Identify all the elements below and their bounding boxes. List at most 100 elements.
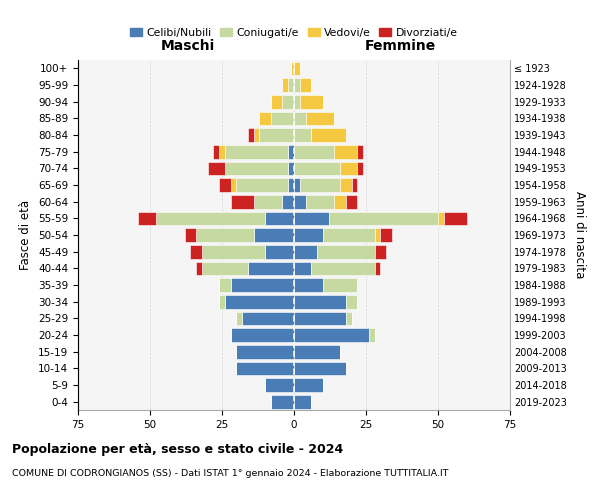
- Bar: [300, 95, 323, 108]
- Bar: [248, 128, 254, 142]
- Bar: [340, 162, 358, 175]
- Y-axis label: Anni di nascita: Anni di nascita: [574, 192, 586, 278]
- Bar: [242, 312, 294, 325]
- Bar: [283, 78, 288, 92]
- Bar: [294, 278, 323, 292]
- Bar: [294, 345, 340, 358]
- Bar: [265, 378, 294, 392]
- Bar: [185, 228, 196, 242]
- Bar: [294, 328, 369, 342]
- Bar: [294, 395, 311, 408]
- Bar: [294, 128, 311, 142]
- Bar: [219, 145, 225, 158]
- Bar: [230, 178, 236, 192]
- Bar: [444, 212, 467, 225]
- Bar: [265, 245, 294, 258]
- Bar: [294, 112, 305, 125]
- Bar: [300, 178, 340, 192]
- Bar: [225, 145, 288, 158]
- Bar: [236, 178, 288, 192]
- Bar: [294, 162, 340, 175]
- Bar: [236, 362, 294, 375]
- Bar: [288, 178, 294, 192]
- Legend: Celibi/Nubili, Coniugati/e, Vedovi/e, Divorziati/e: Celibi/Nubili, Coniugati/e, Vedovi/e, Di…: [126, 24, 462, 42]
- Bar: [305, 195, 334, 208]
- Bar: [346, 195, 358, 208]
- Bar: [254, 195, 283, 208]
- Bar: [311, 262, 374, 275]
- Bar: [294, 212, 329, 225]
- Bar: [346, 312, 352, 325]
- Bar: [294, 378, 323, 392]
- Y-axis label: Fasce di età: Fasce di età: [19, 200, 32, 270]
- Text: Maschi: Maschi: [160, 38, 215, 52]
- Bar: [288, 78, 294, 92]
- Text: Popolazione per età, sesso e stato civile - 2024: Popolazione per età, sesso e stato civil…: [12, 442, 343, 456]
- Bar: [248, 262, 294, 275]
- Bar: [259, 112, 271, 125]
- Bar: [230, 278, 294, 292]
- Bar: [271, 395, 294, 408]
- Bar: [202, 262, 248, 275]
- Bar: [294, 78, 300, 92]
- Bar: [254, 228, 294, 242]
- Bar: [208, 162, 225, 175]
- Bar: [294, 295, 346, 308]
- Bar: [288, 162, 294, 175]
- Bar: [334, 195, 346, 208]
- Bar: [190, 245, 202, 258]
- Bar: [230, 195, 254, 208]
- Bar: [288, 145, 294, 158]
- Bar: [380, 228, 392, 242]
- Bar: [374, 262, 380, 275]
- Bar: [265, 212, 294, 225]
- Bar: [294, 195, 305, 208]
- Bar: [139, 212, 156, 225]
- Bar: [294, 245, 317, 258]
- Bar: [294, 95, 300, 108]
- Bar: [283, 95, 294, 108]
- Bar: [225, 162, 288, 175]
- Bar: [219, 295, 225, 308]
- Bar: [225, 295, 294, 308]
- Bar: [271, 112, 294, 125]
- Bar: [259, 128, 294, 142]
- Bar: [214, 145, 219, 158]
- Bar: [294, 178, 300, 192]
- Bar: [369, 328, 374, 342]
- Text: COMUNE DI CODRONGIANOS (SS) - Dati ISTAT 1° gennaio 2024 - Elaborazione TUTTITAL: COMUNE DI CODRONGIANOS (SS) - Dati ISTAT…: [12, 469, 449, 478]
- Bar: [300, 78, 311, 92]
- Bar: [294, 362, 346, 375]
- Bar: [329, 212, 438, 225]
- Bar: [294, 312, 346, 325]
- Bar: [219, 278, 230, 292]
- Bar: [323, 228, 374, 242]
- Bar: [291, 62, 294, 75]
- Bar: [317, 245, 374, 258]
- Bar: [323, 278, 358, 292]
- Bar: [294, 62, 300, 75]
- Bar: [236, 312, 242, 325]
- Bar: [334, 145, 358, 158]
- Bar: [346, 295, 358, 308]
- Bar: [294, 145, 334, 158]
- Bar: [230, 328, 294, 342]
- Bar: [271, 95, 283, 108]
- Bar: [219, 178, 230, 192]
- Bar: [358, 145, 363, 158]
- Bar: [438, 212, 444, 225]
- Bar: [294, 228, 323, 242]
- Bar: [254, 128, 259, 142]
- Bar: [340, 178, 352, 192]
- Bar: [352, 178, 358, 192]
- Bar: [358, 162, 363, 175]
- Bar: [311, 128, 346, 142]
- Bar: [196, 262, 202, 275]
- Bar: [305, 112, 334, 125]
- Bar: [283, 195, 294, 208]
- Bar: [202, 245, 265, 258]
- Bar: [374, 228, 380, 242]
- Bar: [196, 228, 254, 242]
- Bar: [156, 212, 265, 225]
- Text: Femmine: Femmine: [365, 38, 436, 52]
